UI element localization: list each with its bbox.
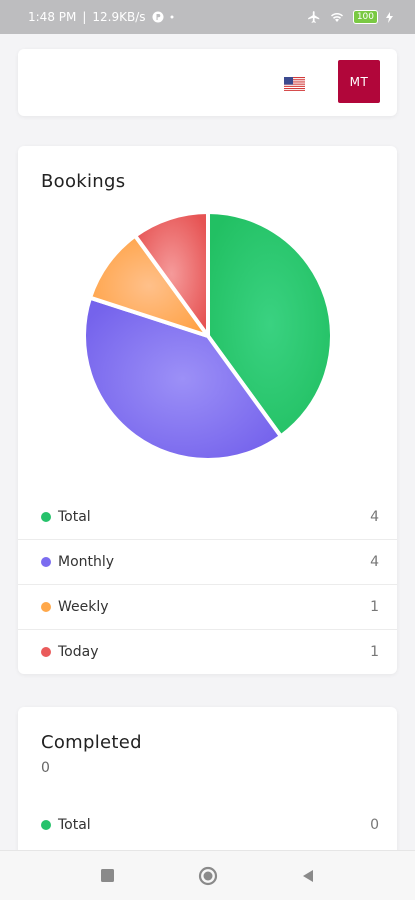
completed-count: 0	[41, 760, 50, 776]
completed-card: Completed 0 Total 0	[18, 707, 397, 867]
status-time: 1:48 PM	[28, 10, 77, 24]
legend-value: 1	[370, 644, 379, 660]
legend-dot	[41, 647, 51, 657]
avatar[interactable]: MT	[338, 60, 380, 103]
legend-value: 1	[370, 599, 379, 615]
legend-label: Weekly	[58, 599, 109, 615]
bookings-legend: Total 4 Monthly 4 Weekly 1 Today 1	[18, 494, 397, 674]
battery-icon: 100	[352, 10, 378, 24]
pie-slice-total[interactable]	[206, 210, 334, 439]
legend-label: Total	[58, 508, 91, 525]
airplane-mode-icon	[307, 10, 321, 24]
completed-title: Completed	[41, 732, 142, 753]
dot-icon	[170, 15, 174, 19]
charging-icon	[386, 11, 393, 23]
completed-legend: Total 0	[18, 802, 397, 847]
wifi-icon	[329, 11, 345, 23]
bookings-pie-chart	[82, 210, 334, 462]
status-right: 100	[307, 10, 393, 24]
home-icon[interactable]	[197, 865, 219, 887]
us-flag-icon[interactable]	[284, 76, 305, 91]
status-left: 1:48 PM | 12.9KB/s	[28, 10, 307, 24]
legend-dot	[41, 557, 51, 567]
legend-row: Weekly 1	[18, 584, 397, 629]
pie-slice-today[interactable]	[133, 210, 210, 338]
bookings-card: Bookings Total 4 Monthly 4 Weekly 1 Today 1	[18, 146, 397, 674]
pie-slice-monthly[interactable]	[82, 295, 283, 462]
back-icon[interactable]	[297, 865, 319, 887]
legend-value: 4	[370, 554, 379, 570]
legend-label: Total	[58, 816, 91, 833]
header-card: MT	[18, 49, 397, 116]
system-nav-bar	[0, 850, 415, 900]
legend-dot	[41, 602, 51, 612]
notification-icon	[152, 11, 164, 23]
avatar-initials: MT	[349, 74, 369, 89]
legend-value: 4	[370, 508, 379, 525]
recent-apps-icon[interactable]	[97, 865, 119, 887]
status-bar: 1:48 PM | 12.9KB/s 100	[0, 0, 415, 34]
legend-row: Monthly 4	[18, 539, 397, 584]
legend-row: Total 0	[18, 802, 397, 847]
legend-row: Today 1	[18, 629, 397, 674]
status-separator: |	[82, 10, 87, 24]
legend-dot	[41, 511, 51, 522]
legend-label: Today	[58, 644, 99, 660]
legend-value: 0	[370, 816, 379, 833]
legend-row: Total 4	[18, 494, 397, 539]
legend-label: Monthly	[58, 554, 115, 570]
status-speed: 12.9KB/s	[92, 10, 146, 24]
bookings-title: Bookings	[41, 171, 126, 192]
legend-dot	[41, 819, 51, 830]
